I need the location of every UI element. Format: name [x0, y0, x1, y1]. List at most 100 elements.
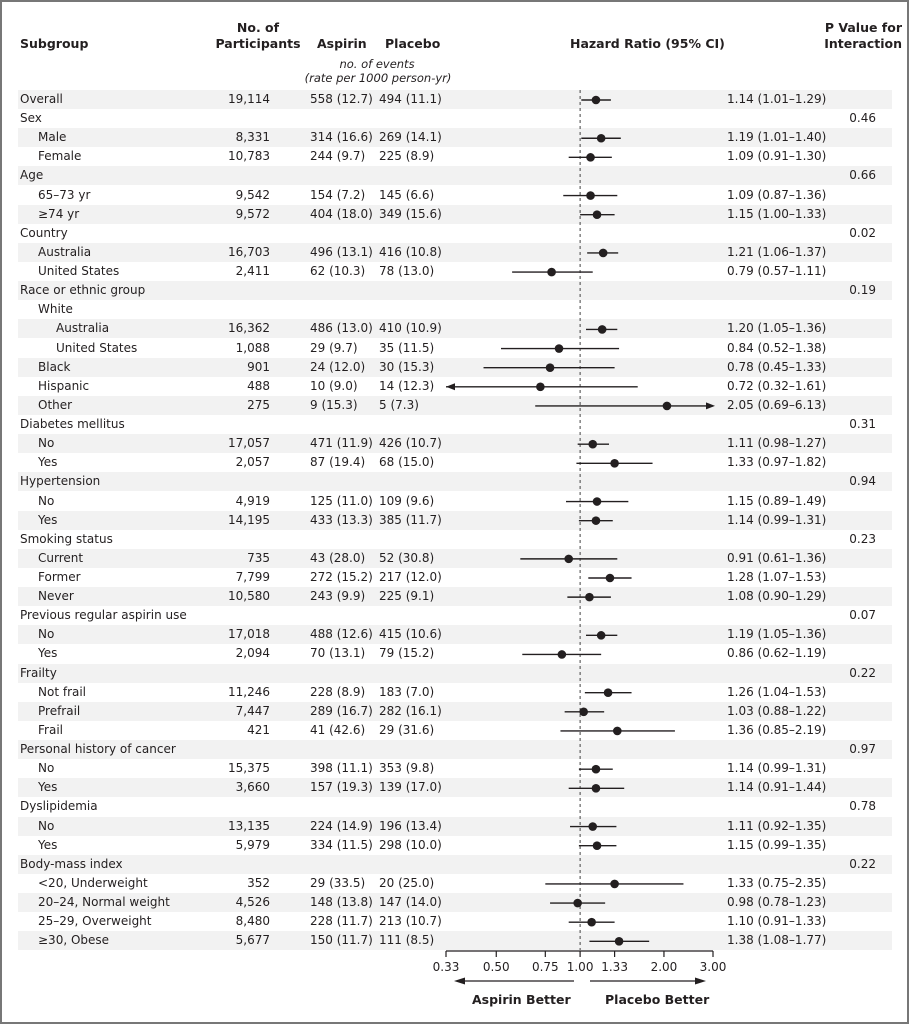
participants-value: 8,480 [235, 914, 270, 929]
point-estimate [587, 917, 596, 927]
placebo-better-label: Placebo Better [605, 992, 710, 1007]
aspirin-events: 24 (12.0) [310, 359, 366, 374]
point-estimate [585, 592, 594, 602]
participants-value: 7,799 [235, 570, 270, 584]
p-value: 0.23 [849, 531, 876, 546]
hazard-ratio-text: 1.11 (0.98–1.27) [727, 436, 827, 451]
participants-value: 901 [247, 359, 270, 374]
point-estimate [603, 688, 613, 698]
placebo-events: 385 (11.7) [379, 512, 442, 527]
participants-value: 10,783 [228, 149, 270, 164]
point-estimate [564, 554, 573, 564]
subgroup-label: Personal history of cancer [20, 742, 176, 757]
participants-value: 2,411 [235, 264, 270, 279]
hazard-ratio-text: 1.15 (0.99–1.35) [727, 837, 827, 852]
subgroup-label: United States [38, 264, 120, 279]
hazard-ratio-text: 1.14 (1.01–1.29) [727, 92, 827, 106]
participants-value: 5,979 [235, 837, 270, 852]
participants-value: 5,677 [235, 933, 270, 948]
table-row: Yes 3,660 157 (19.3) 139 (17.0) 1.14 (0.91–1… [18, 778, 892, 798]
x-tick-label: 0.75 [531, 960, 559, 974]
table-row: Frailty 0.22 [18, 663, 892, 683]
table-row: Male 8,331 314 (16.6) 269 (14.1) 1.19 (1.01–… [18, 128, 892, 148]
table-row: Age 0.66 [18, 166, 892, 186]
subgroup-label: 25–29, Overweight [38, 914, 152, 929]
point-estimate [610, 458, 619, 468]
subgroup-label: Yes [38, 455, 58, 470]
table-row: Race or ethnic group 0.19 [18, 281, 892, 301]
table-row: Diabetes mellitus 0.31 [18, 415, 892, 434]
placebo-events: 29 (31.6) [379, 722, 435, 737]
placebo-events: 416 (10.8) [379, 244, 442, 259]
placebo-events: 183 (7.0) [379, 684, 435, 699]
subgroup-label: No [38, 761, 55, 776]
table-row: Overall 19,114 558 (12.7) 494 (11.1) 1.14 (1… [18, 90, 892, 109]
hazard-ratio-text: 1.14 (0.91–1.44) [727, 780, 827, 795]
hazard-ratio-text: 0.72 (0.32–1.61) [727, 378, 827, 393]
participants-value: 4,919 [235, 493, 270, 508]
header-rate: (rate per 1000 person-yr) [304, 71, 452, 85]
aspirin-events: 228 (8.9) [310, 684, 366, 699]
p-value: 0.19 [849, 283, 876, 298]
table-row: <20, Underweight 352 29 (33.5) 20 (25.0) 1.3… [18, 874, 892, 893]
hazard-ratio-text: 1.38 (1.08–1.77) [727, 933, 827, 948]
p-value: 0.31 [849, 417, 876, 432]
subgroup-label: Yes [38, 512, 58, 527]
table-row: Hypertension 0.94 [18, 472, 892, 492]
participants-value: 17,018 [228, 627, 270, 642]
table-row: Female 10,783 244 (9.7) 225 (8.9) 1.09 (0.91… [18, 147, 892, 166]
point-estimate [597, 325, 607, 334]
aspirin-events: 41 (42.6) [310, 722, 366, 737]
participants-value: 352 [247, 875, 270, 890]
aspirin-events: 496 (13.1) [310, 244, 373, 259]
subgroup-label: Australia [38, 244, 92, 259]
table-row: Yes 2,094 70 (13.1) 79 (15.2) 0.86 (0.62–1.1… [18, 644, 892, 663]
header-events: no. of events [339, 57, 415, 71]
subgroup-label: No [38, 818, 55, 833]
p-value: 0.22 [849, 856, 876, 871]
placebo-events: 225 (8.9) [379, 149, 435, 164]
aspirin-events: 433 (13.3) [310, 512, 373, 527]
placebo-events: 78 (13.0) [379, 264, 435, 279]
aspirin-events: 289 (16.7) [310, 703, 373, 718]
table-row: No 15,375 398 (11.1) 353 (9.8) 1.14 (0.99–1.… [18, 759, 892, 778]
participants-value: 421 [247, 722, 270, 737]
subgroup-label: No [38, 493, 55, 508]
participants-value: 19,114 [228, 92, 270, 106]
p-value: 0.02 [849, 225, 876, 240]
aspirin-better-label: Aspirin Better [472, 992, 571, 1007]
aspirin-events: 244 (9.7) [310, 149, 366, 164]
point-estimate [596, 133, 606, 143]
placebo-events: 35 (11.5) [379, 340, 435, 355]
participants-value: 3,660 [235, 780, 270, 795]
placebo-events: 494 (11.1) [379, 92, 442, 106]
placebo-events: 30 (15.3) [379, 359, 435, 374]
participants-value: 17,057 [228, 436, 270, 451]
hazard-ratio-text: 1.14 (0.99–1.31) [727, 512, 827, 527]
table-row: Prefrail 7,447 289 (16.7) 282 (16.1) 1.03 (0… [18, 701, 892, 721]
header-p-value-1: P Value for [824, 20, 902, 35]
hazard-ratio-text: 0.79 (0.57–1.11) [727, 264, 827, 279]
p-value: 0.07 [849, 608, 876, 623]
placebo-events: 269 (14.1) [379, 130, 442, 145]
subgroup-label: Race or ethnic group [20, 283, 146, 298]
aspirin-events: 228 (11.7) [310, 914, 373, 929]
subgroup-label: ≥74 yr [38, 206, 80, 221]
hazard-ratio-text: 1.11 (0.92–1.35) [727, 818, 827, 833]
aspirin-events: 471 (11.9) [310, 436, 373, 451]
table-row: Australia 16,703 496 (13.1) 416 (10.8) 1.21 … [18, 242, 892, 262]
table-row: No 17,018 488 (12.6) 415 (10.6) 1.19 (1.05–1… [18, 625, 892, 645]
hazard-ratio-text: 1.19 (1.05–1.36) [727, 627, 827, 642]
point-estimate [573, 898, 582, 908]
table-row: 65–73 yr 9,542 154 (7.2) 145 (6.6) 1.09 (0.8… [18, 186, 892, 205]
subgroup-label: Yes [38, 780, 58, 795]
subgroup-label: No [38, 627, 55, 642]
hazard-ratio-text: 1.28 (1.07–1.53) [727, 570, 827, 584]
subgroup-label: Male [38, 130, 67, 145]
participants-value: 16,703 [228, 244, 270, 259]
table-row: Current 735 43 (28.0) 52 (30.8) 0.91 (0.61–1… [18, 548, 892, 568]
hazard-ratio-text: 1.21 (1.06–1.37) [727, 244, 827, 259]
aspirin-events: 125 (11.0) [310, 493, 373, 508]
